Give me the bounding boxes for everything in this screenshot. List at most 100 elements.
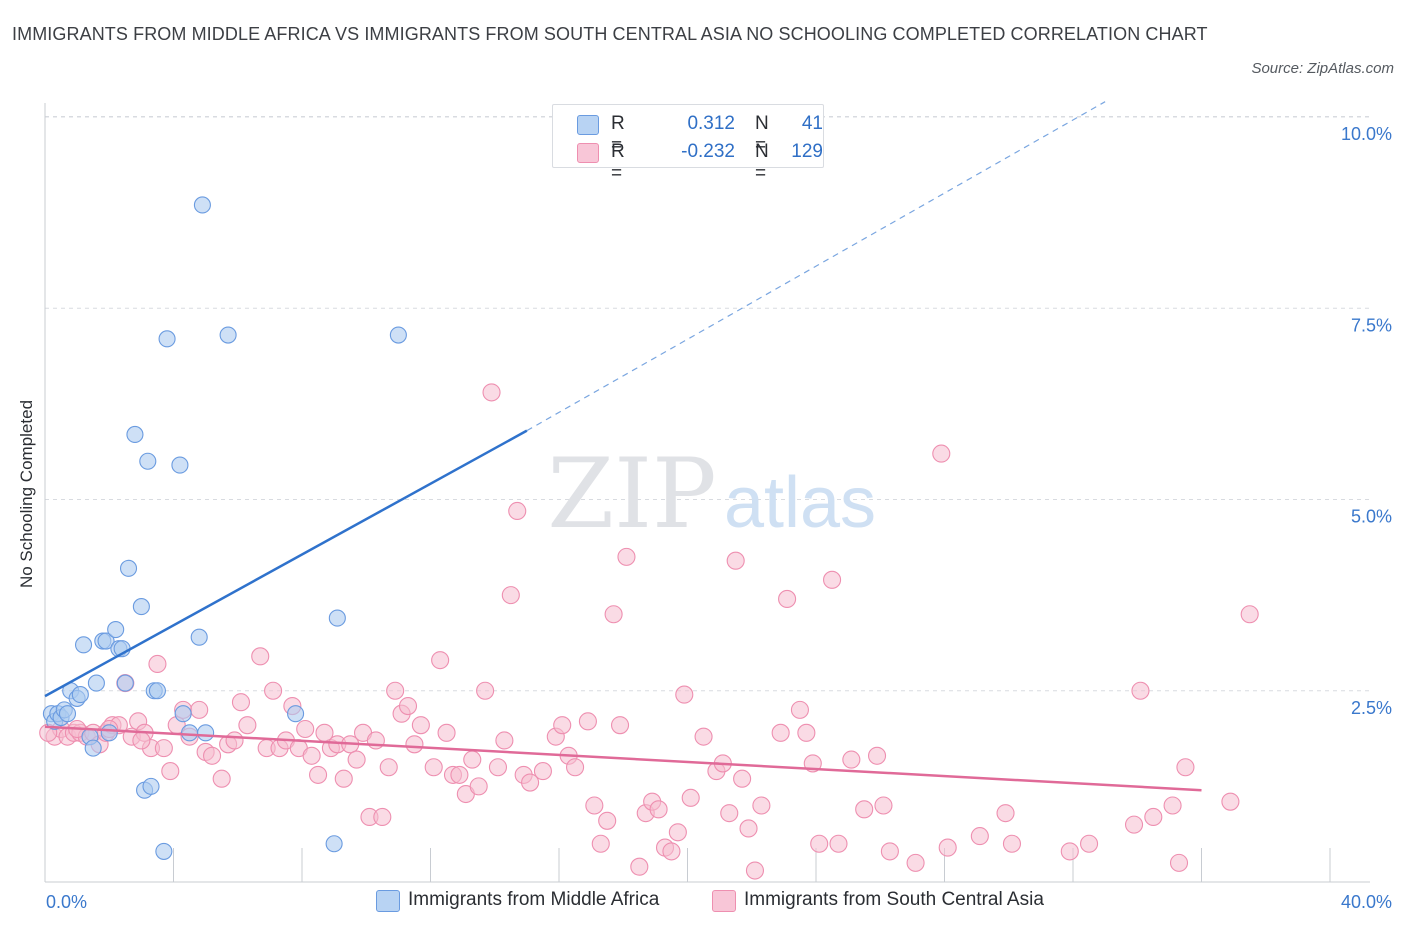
data-point-south-central-asia — [739, 819, 758, 838]
data-point-south-central-asia — [1176, 758, 1195, 777]
data-point-middle-africa — [389, 326, 407, 344]
data-point-south-central-asia — [1124, 815, 1144, 834]
legend-r-value: 0.312 — [687, 113, 735, 134]
data-point-south-central-asia — [431, 651, 450, 670]
data-point-south-central-asia — [778, 589, 797, 609]
chart-title: IMMIGRANTS FROM MIDDLE AFRICA VS IMMIGRA… — [12, 24, 1208, 44]
data-point-south-central-asia — [450, 765, 469, 784]
data-point-middle-africa — [119, 559, 138, 577]
data-point-south-central-asia — [810, 834, 829, 853]
data-point-middle-africa — [181, 724, 199, 742]
data-point-south-central-asia — [386, 681, 405, 700]
data-point-south-central-asia — [694, 727, 713, 746]
y-tick-label: 7.5% — [1351, 315, 1392, 335]
data-point-south-central-asia — [161, 762, 180, 781]
data-point-south-central-asia — [996, 804, 1015, 823]
data-point-south-central-asia — [238, 716, 257, 735]
legend-label: Immigrants from Middle Africa — [408, 889, 660, 910]
data-point-middle-africa — [71, 686, 89, 704]
data-point-south-central-asia — [1002, 834, 1022, 853]
data-point-south-central-asia — [598, 811, 617, 830]
data-point-south-central-asia — [437, 723, 456, 742]
y-tick-label: 10.0% — [1341, 124, 1392, 144]
data-point-south-central-asia — [398, 696, 418, 716]
legend-n-value: 129 — [791, 141, 823, 162]
data-point-south-central-asia — [373, 807, 392, 827]
legend-swatch-pink — [577, 143, 599, 163]
data-point-middle-africa — [171, 456, 189, 474]
x-tick-label: 0.0% — [46, 892, 87, 912]
data-point-south-central-asia — [585, 796, 604, 815]
data-point-south-central-asia — [521, 773, 540, 792]
data-point-south-central-asia — [790, 700, 809, 719]
data-point-south-central-asia — [132, 731, 151, 750]
data-point-south-central-asia — [733, 769, 752, 788]
data-point-south-central-asia — [148, 654, 167, 674]
data-point-south-central-asia — [212, 769, 231, 788]
data-point-south-central-asia — [726, 551, 745, 570]
data-point-south-central-asia — [296, 719, 315, 739]
data-point-south-central-asia — [932, 444, 951, 463]
trend-lines — [44, 101, 1202, 792]
data-point-south-central-asia — [591, 834, 610, 853]
data-point-middle-africa — [126, 425, 144, 444]
data-point-south-central-asia — [334, 769, 353, 788]
data-point-south-central-asia — [553, 716, 572, 735]
legend-n-label: N = — [755, 141, 769, 184]
data-point-south-central-asia — [225, 731, 244, 750]
data-point-south-central-asia — [1131, 681, 1150, 700]
data-point-south-central-asia — [231, 693, 251, 712]
axes — [44, 103, 1370, 883]
data-point-south-central-asia — [469, 777, 488, 796]
data-point-middle-africa — [100, 724, 118, 742]
data-point-middle-africa — [287, 705, 305, 723]
data-point-south-central-asia — [203, 746, 222, 765]
data-point-south-central-asia — [604, 605, 623, 624]
data-point-middle-africa — [132, 598, 150, 616]
data-point-middle-africa — [190, 628, 208, 646]
data-point-middle-africa — [148, 682, 166, 700]
data-point-south-central-asia — [842, 750, 861, 769]
data-point-south-central-asia — [880, 842, 899, 861]
data-point-south-central-asia — [302, 746, 321, 765]
data-point-south-central-asia — [501, 586, 520, 605]
data-point-south-central-asia — [752, 796, 771, 815]
data-point-south-central-asia — [1240, 605, 1259, 624]
data-point-south-central-asia — [675, 685, 694, 704]
data-point-south-central-asia — [855, 800, 874, 819]
data-point-middle-africa — [97, 632, 115, 650]
trend-line-middle-africa — [44, 429, 528, 698]
data-point-south-central-asia — [463, 750, 482, 769]
data-point-middle-africa — [139, 452, 157, 470]
legend-swatch-blue — [577, 115, 599, 135]
x-tick-label: 40.0% — [1341, 892, 1392, 912]
y-tick-label: 5.0% — [1351, 507, 1392, 527]
data-point-south-central-asia — [495, 731, 514, 750]
data-point-south-central-asia — [264, 681, 283, 700]
data-point-middle-africa — [325, 835, 343, 853]
watermark-zip: ZIP — [547, 438, 716, 550]
watermark-atlas: atlas — [724, 463, 876, 543]
data-point-middle-africa — [155, 842, 173, 860]
data-point-middle-africa — [193, 196, 211, 214]
data-point-south-central-asia — [309, 765, 328, 784]
data-point-south-central-asia — [610, 716, 630, 735]
legend-r-label: R = — [611, 141, 625, 184]
data-point-south-central-asia — [578, 712, 597, 731]
grid-lines — [45, 116, 1370, 692]
tick-labels: 2.5% 5.0% 7.5% 10.0% 0.0% 40.0% — [46, 124, 1392, 912]
data-point-middle-africa — [84, 739, 102, 757]
data-point-middle-africa — [142, 777, 160, 795]
legend-swatch-blue — [376, 890, 400, 912]
data-point-south-central-asia — [823, 570, 842, 589]
data-point-south-central-asia — [874, 796, 893, 815]
data-point-south-central-asia — [829, 834, 848, 853]
data-point-south-central-asia — [630, 857, 649, 876]
data-point-south-central-asia — [1080, 834, 1099, 853]
data-point-south-central-asia — [1144, 807, 1163, 827]
data-point-south-central-asia — [649, 800, 668, 819]
data-point-south-central-asia — [617, 547, 636, 566]
data-point-south-central-asia — [154, 739, 173, 758]
data-point-south-central-asia — [533, 762, 552, 781]
